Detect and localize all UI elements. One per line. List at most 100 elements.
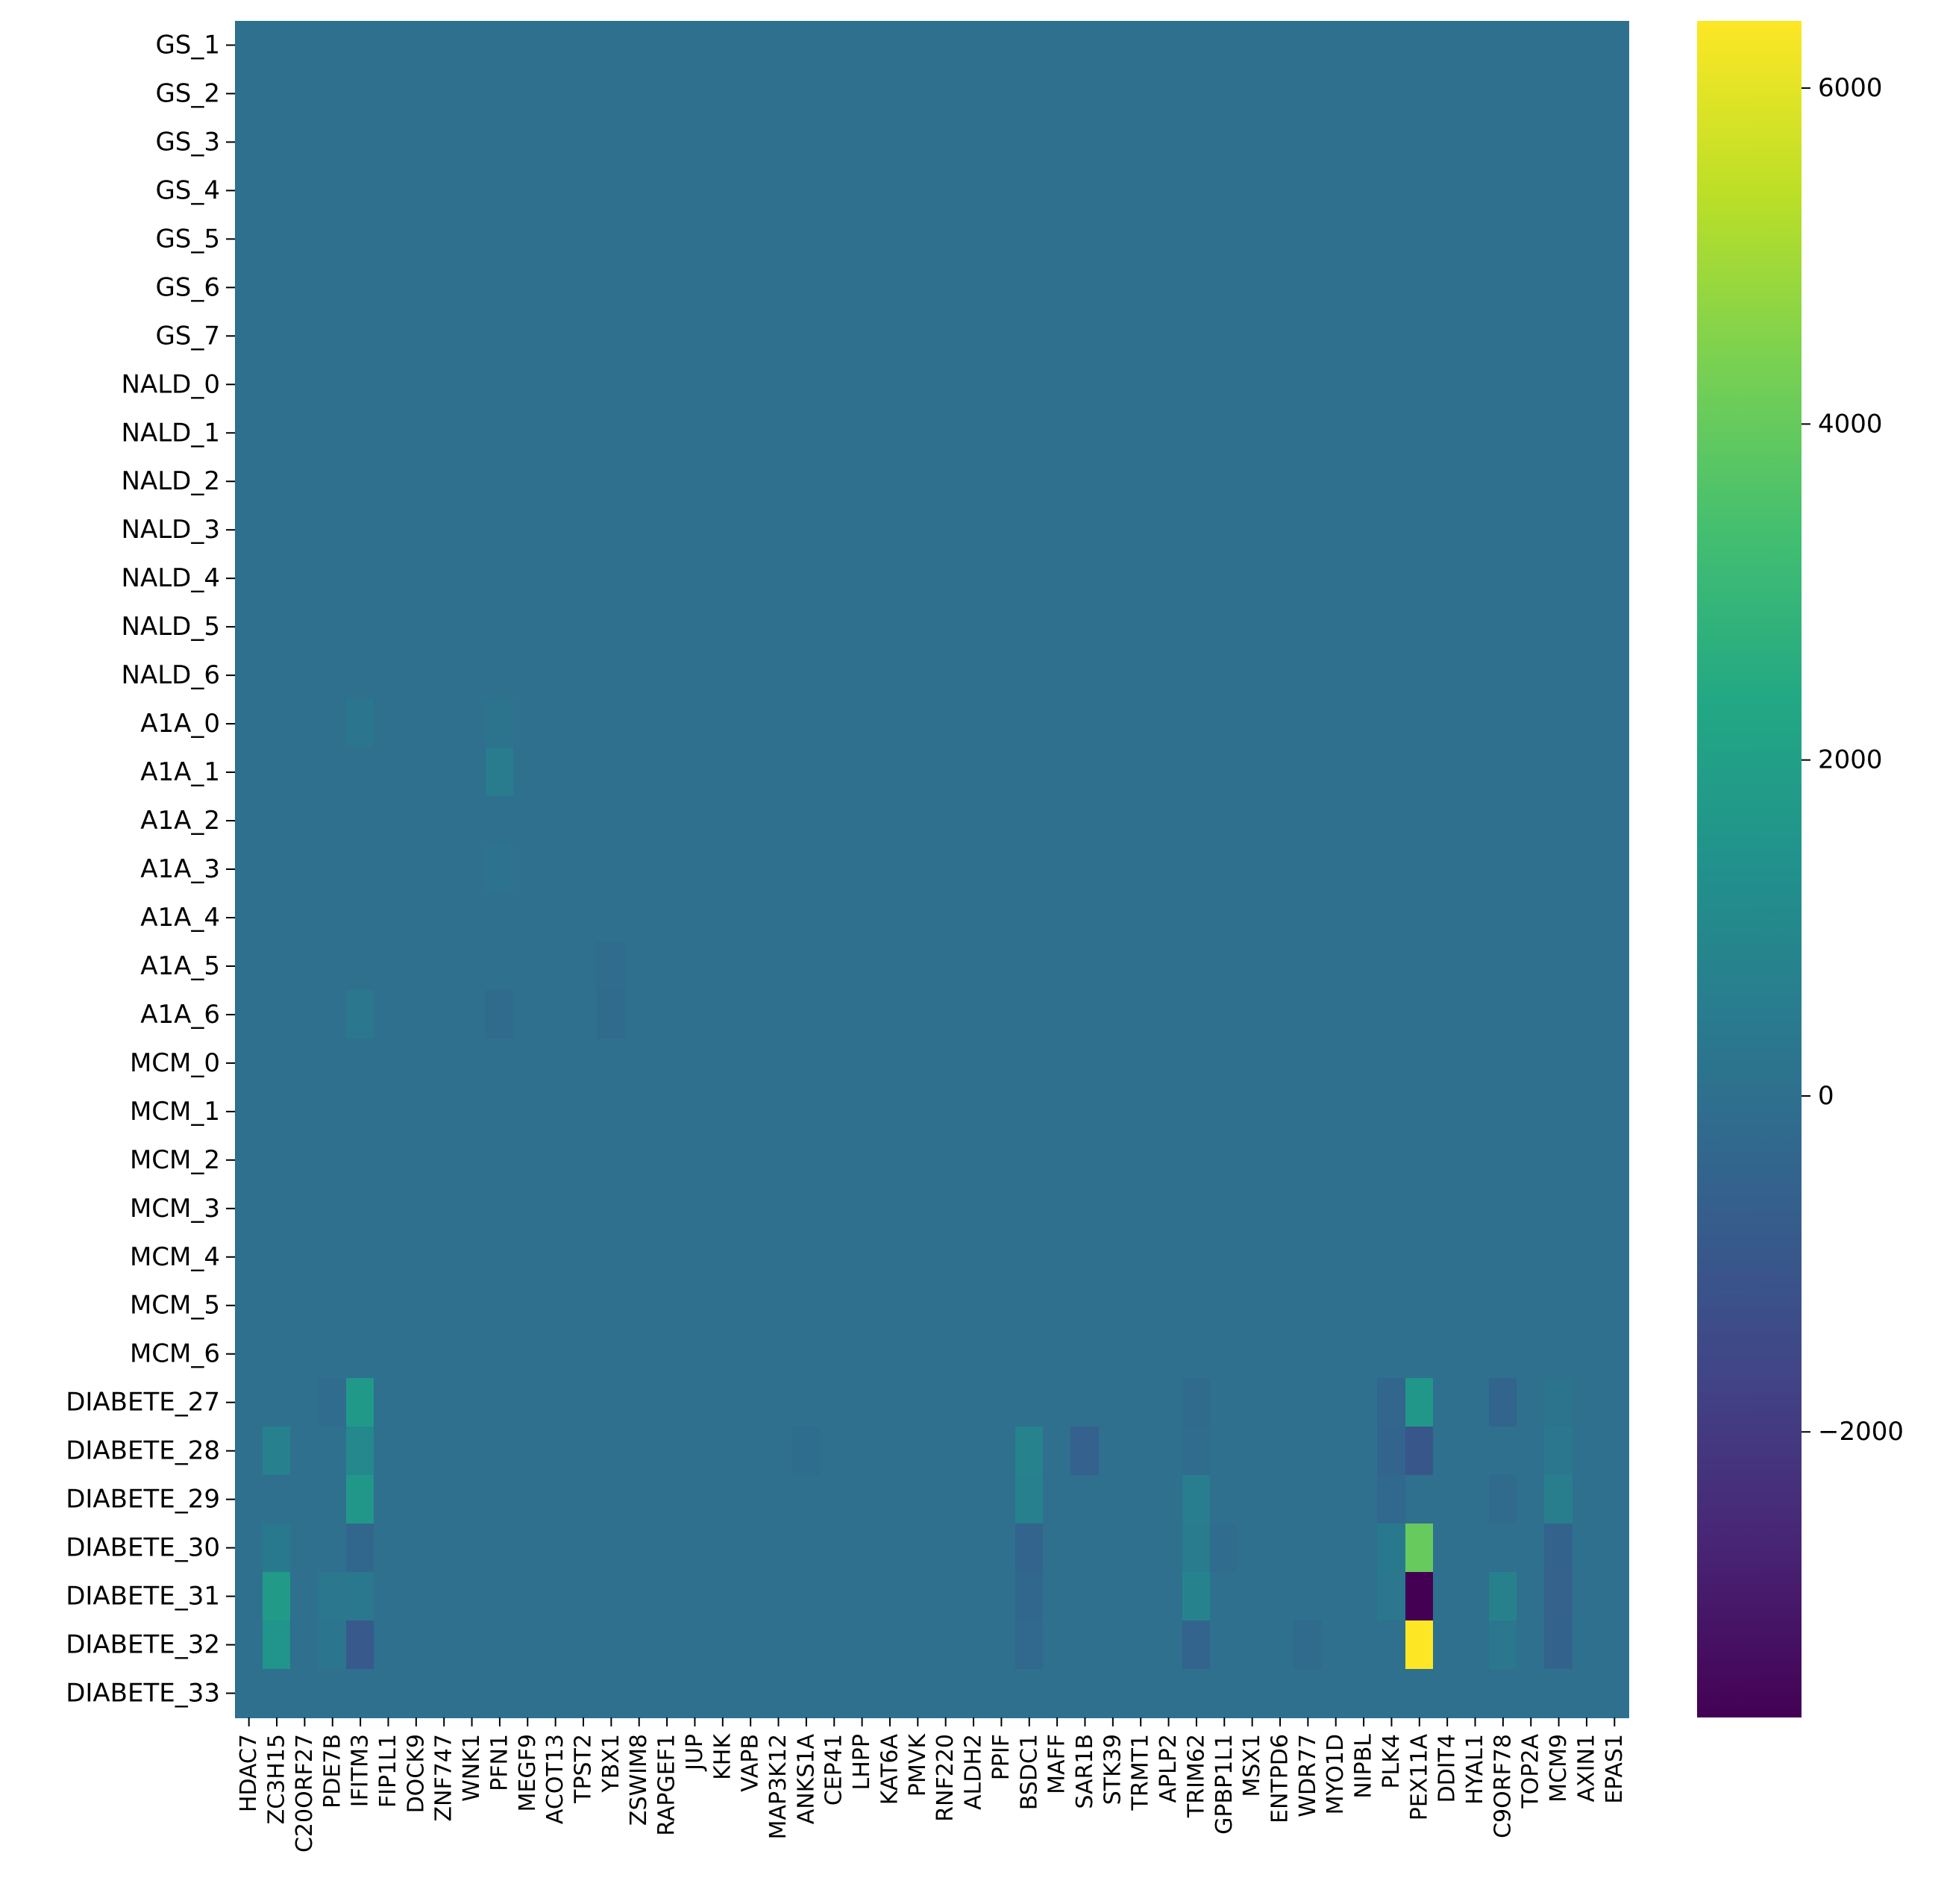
heatmap-cell: [653, 1475, 681, 1524]
heatmap-cell: [1544, 1620, 1573, 1670]
heatmap-cell: [1349, 21, 1378, 69]
heatmap-cell: [764, 748, 793, 797]
heatmap-cell: [1544, 1330, 1573, 1379]
heatmap-cell: [1572, 457, 1601, 506]
heatmap-cell: [709, 893, 737, 942]
heatmap-cell: [290, 1378, 319, 1427]
heatmap-cell: [597, 311, 626, 360]
heatmap-cell: [876, 1427, 904, 1476]
heatmap-cell: [457, 1669, 486, 1718]
heatmap-cell: [653, 263, 681, 312]
heatmap-cell: [1043, 699, 1071, 748]
heatmap-cell: [1433, 1136, 1461, 1185]
heatmap-cell: [1099, 166, 1127, 215]
heatmap-cell: [1099, 263, 1127, 312]
heatmap-cell: [457, 602, 486, 651]
heatmap-cell: [457, 408, 486, 457]
heatmap-cell: [1154, 554, 1183, 603]
heatmap-cell: [1266, 1281, 1294, 1330]
heatmap-cell: [792, 1572, 821, 1621]
row-label: MCM_4: [130, 1242, 220, 1272]
heatmap-cell: [959, 1330, 988, 1379]
heatmap-cell: [987, 554, 1016, 603]
heatmap-cell: [430, 1281, 458, 1330]
heatmap-cell: [374, 69, 403, 118]
heatmap-cell: [1154, 1669, 1183, 1718]
heatmap-cell: [1544, 457, 1573, 506]
heatmap-cell: [346, 1184, 374, 1233]
heatmap-cell: [1322, 1184, 1350, 1233]
heatmap-cell: [876, 1669, 904, 1718]
row-label: GS_6: [155, 272, 220, 302]
column-label: RNF220: [932, 1734, 959, 1822]
column-label: WDR77: [1295, 1734, 1321, 1817]
heatmap-cell: [1182, 1281, 1211, 1330]
heatmap-cell: [1517, 117, 1545, 166]
heatmap-cell: [513, 554, 542, 603]
heatmap-cell: [1572, 311, 1601, 360]
heatmap-cell: [903, 1378, 932, 1427]
heatmap-cell: [764, 554, 793, 603]
heatmap-cell: [402, 117, 430, 166]
heatmap-cell: [653, 1427, 681, 1476]
heatmap-cell: [319, 1184, 347, 1233]
heatmap-cell: [263, 602, 291, 651]
heatmap-cell: [1544, 602, 1573, 651]
heatmap-cell: [569, 845, 598, 894]
heatmap-cell: [876, 796, 904, 845]
heatmap-cell: [1182, 360, 1211, 409]
heatmap-cell: [1322, 602, 1350, 651]
heatmap-cell: [1070, 748, 1100, 797]
heatmap-cell: [486, 166, 514, 215]
heatmap-cell: [959, 1475, 988, 1524]
heatmap-cell: [402, 1281, 430, 1330]
heatmap-cell: [346, 602, 374, 651]
heatmap-cell: [1461, 1233, 1490, 1282]
heatmap-cell: [736, 1330, 765, 1379]
heatmap-cell: [1433, 117, 1461, 166]
heatmap-cell: [653, 602, 681, 651]
heatmap-cell: [402, 1378, 430, 1427]
heatmap-cell: [709, 166, 737, 215]
heatmap-cell: [263, 311, 291, 360]
heatmap-cell: [1182, 796, 1211, 845]
heatmap-cell: [346, 554, 374, 603]
heatmap-cell: [235, 990, 263, 1039]
heatmap-cell: [1572, 748, 1601, 797]
heatmap-cell: [374, 1620, 403, 1670]
heatmap-cell: [1489, 1475, 1517, 1524]
heatmap-cell: [847, 1669, 877, 1718]
heatmap-cell: [764, 457, 793, 506]
heatmap-cell: [987, 1620, 1016, 1670]
heatmap-cell: [1461, 311, 1490, 360]
heatmap-cell: [1600, 942, 1629, 991]
heatmap-cell: [680, 699, 709, 748]
heatmap-cell: [1266, 117, 1294, 166]
heatmap-cell: [569, 893, 598, 942]
heatmap-cell: [736, 1669, 765, 1718]
heatmap-cell: [1043, 1572, 1071, 1621]
heatmap-cell: [1405, 1427, 1434, 1476]
heatmap-cell: [959, 942, 988, 991]
heatmap-cell: [263, 942, 291, 991]
heatmap-cell: [876, 1475, 904, 1524]
heatmap-cell: [1489, 748, 1517, 797]
heatmap-cell: [1349, 360, 1378, 409]
heatmap-cell: [1405, 602, 1434, 651]
heatmap-cell: [597, 408, 626, 457]
column-label: CEP41: [821, 1734, 847, 1806]
heatmap-cell: [430, 1572, 458, 1621]
heatmap-cell: [1600, 1233, 1629, 1282]
heatmap-cell: [235, 1136, 263, 1185]
heatmap-cell: [1461, 1523, 1490, 1573]
heatmap-cell: [764, 69, 793, 118]
heatmap-cell: [1238, 699, 1267, 748]
heatmap-cell: [235, 1330, 263, 1379]
heatmap-cell: [430, 1523, 458, 1573]
heatmap-cell: [1126, 1669, 1155, 1718]
heatmap-cell: [1294, 69, 1323, 118]
heatmap-cell: [903, 893, 932, 942]
heatmap-cell: [1322, 311, 1350, 360]
heatmap-cell: [1182, 602, 1211, 651]
heatmap-cell: [736, 21, 765, 69]
